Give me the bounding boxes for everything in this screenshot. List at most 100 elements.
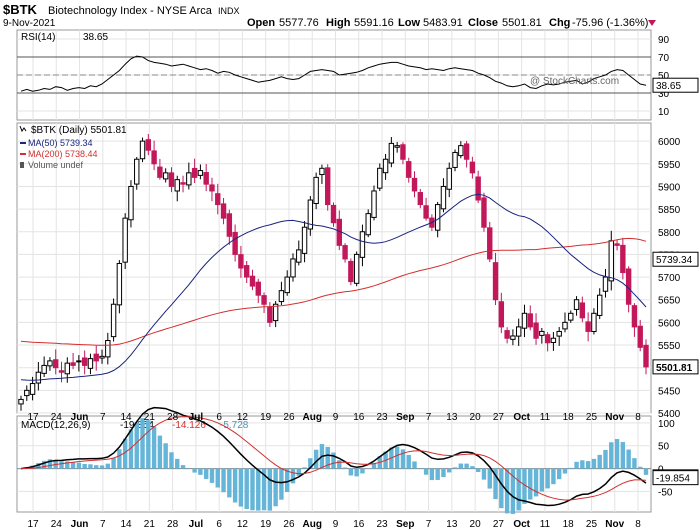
candle-body xyxy=(272,303,279,322)
candle-body xyxy=(550,337,557,343)
candle-body xyxy=(53,359,59,369)
macd-histogram-bar xyxy=(464,463,469,469)
candle-body xyxy=(417,192,424,206)
macd-histogram-bar xyxy=(256,468,261,511)
open-label: Open xyxy=(247,17,275,29)
candle-body xyxy=(209,184,215,192)
macd-histogram-bar xyxy=(157,435,163,469)
macd-histogram-bar xyxy=(516,468,521,511)
macd-histogram-bar xyxy=(267,468,273,511)
price-y-tick-label: 6000 xyxy=(658,137,681,148)
macd-histogram-bar xyxy=(134,422,139,469)
x-tick-label: 11 xyxy=(540,412,551,423)
x-tick-label: 25 xyxy=(586,519,598,530)
price-y-tick-label: 5450 xyxy=(658,386,681,397)
rsi-y-tick-label: 10 xyxy=(658,107,670,118)
price-y-tick-label: 5400 xyxy=(658,409,681,420)
candle-body xyxy=(481,197,487,228)
candle-body xyxy=(411,177,418,192)
candle-body xyxy=(174,179,180,192)
macd-histogram-bar xyxy=(227,468,232,498)
candle-body xyxy=(215,193,221,206)
candle-body xyxy=(423,205,429,219)
macd-y-tick-label: -50 xyxy=(658,487,673,498)
x-tick-label: 19 xyxy=(260,412,272,423)
signal-line xyxy=(20,416,647,501)
watermark: @ StockCharts.com xyxy=(530,76,619,87)
macd-histogram-bar xyxy=(76,462,82,469)
macd-histogram-bar xyxy=(94,465,99,469)
macd-histogram-bar xyxy=(41,460,47,469)
macd-histogram-bar xyxy=(487,468,492,489)
macd-histogram-bar xyxy=(539,468,545,492)
candle-body xyxy=(539,330,545,336)
macd-histogram-bar xyxy=(261,468,267,511)
macd-histogram-bar xyxy=(435,468,440,480)
candle-body xyxy=(325,167,331,206)
candle-body xyxy=(458,145,464,157)
macd-histogram-bar xyxy=(452,467,458,469)
macd-histogram-bar xyxy=(192,468,197,473)
x-tick-label: 24 xyxy=(51,519,63,530)
x-tick-label: 21 xyxy=(144,519,156,530)
macd-histogram-bar xyxy=(99,465,105,469)
macd-histogram-bar xyxy=(597,454,602,469)
macd-histogram-bar xyxy=(643,468,649,475)
macd-histogram-bar xyxy=(499,468,504,509)
x-tick-label: 16 xyxy=(353,519,365,530)
macd-histogram-bar xyxy=(394,446,400,469)
close-value-flag-box xyxy=(652,359,699,375)
candle-body xyxy=(99,355,105,359)
candle-body xyxy=(139,140,146,160)
macd-plot: MACD(12,26,9) -19.854 -14.126 -5.728 xyxy=(17,406,651,514)
x-tick-label: 26 xyxy=(283,412,295,423)
macd-histogram-bar xyxy=(290,468,296,484)
candle-body xyxy=(122,217,128,263)
candle-body xyxy=(614,243,620,246)
macd-histogram-bar xyxy=(412,461,417,469)
candle-body xyxy=(64,362,70,375)
candle-body xyxy=(267,306,273,323)
macd-histogram-bar xyxy=(232,468,238,503)
x-tick-label: 7 xyxy=(100,519,106,530)
down-arrow-icon xyxy=(648,20,656,26)
candle-body xyxy=(116,262,123,306)
macd-histogram-bar xyxy=(638,466,643,469)
macd-histogram-bar xyxy=(632,458,637,469)
x-tick-label: Jun xyxy=(71,519,89,530)
x-tick-label: Jun xyxy=(71,412,89,423)
candle-body xyxy=(440,185,447,210)
macd-histogram-bar xyxy=(585,461,591,469)
x-tick-label: 6 xyxy=(216,412,222,423)
candle-body xyxy=(70,362,76,366)
x-tick-label: Nov xyxy=(605,519,624,530)
macd-legend-label: MACD(12,26,9) xyxy=(21,420,90,431)
x-tick-label: 11 xyxy=(540,519,551,530)
x-tick-label: Jul xyxy=(189,412,204,423)
candle-body xyxy=(377,167,383,189)
macd-histogram-bar xyxy=(458,463,464,469)
candle-body xyxy=(515,326,522,337)
high-value: 5591.16 xyxy=(354,17,394,29)
candle-body xyxy=(105,340,111,358)
candle-body xyxy=(510,335,516,340)
x-tick-label: Sep xyxy=(396,519,414,530)
macd-histogram-bar xyxy=(620,442,626,469)
x-tick-label: Aug xyxy=(303,412,322,423)
x-tick-label: Oct xyxy=(513,519,530,530)
x-tick-label: 27 xyxy=(493,519,505,530)
candle-body xyxy=(556,330,562,337)
x-tick-label: 17 xyxy=(27,519,39,530)
macd-histogram-bar xyxy=(203,468,209,479)
candle-body xyxy=(585,321,591,332)
candle-body xyxy=(452,151,458,168)
macd-histogram-bar xyxy=(279,468,284,500)
candle-body xyxy=(81,357,88,366)
macd-histogram-bar xyxy=(250,468,255,511)
candle-body xyxy=(544,334,551,344)
price-y-tick-label: 5900 xyxy=(658,182,681,193)
candle-body xyxy=(579,302,586,319)
macd-histogram-bar xyxy=(580,460,585,469)
macd-histogram-bar xyxy=(122,438,128,469)
